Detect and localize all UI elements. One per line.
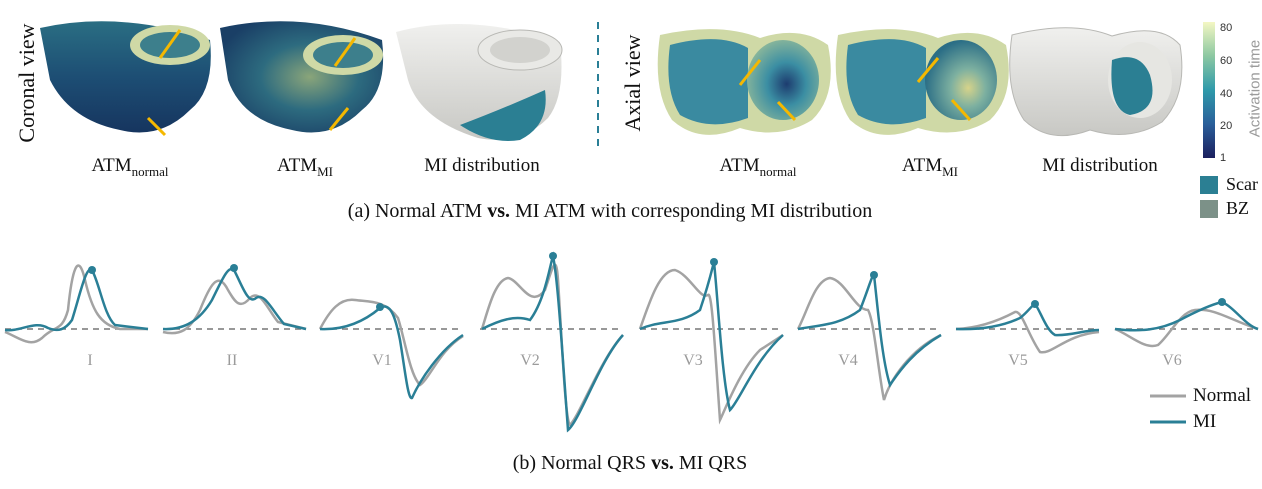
lead-I-peak <box>88 266 96 274</box>
lead-V1-mi <box>319 305 464 400</box>
lead-label-V5: V5 <box>1008 352 1028 369</box>
caption-a: (a) Normal ATM vs. MI ATM with correspon… <box>347 200 873 222</box>
lead-V1 <box>318 298 464 400</box>
lead-V4-peak <box>870 271 878 279</box>
lead-label-V4: V4 <box>838 352 858 369</box>
lead-V4 <box>796 271 942 401</box>
lead-V4-mi <box>797 273 942 388</box>
lead-V1-peak <box>376 303 384 311</box>
lead-V3 <box>638 258 784 425</box>
lead-V2-peak <box>549 252 557 260</box>
label-coronal-mi-distribution: MI distribution <box>424 155 540 176</box>
caption-b: (b) Normal QRS vs. MI QRS <box>512 452 748 474</box>
lead-V2-mi <box>481 251 624 433</box>
lead-V3-normal <box>638 268 784 425</box>
colorbar-title: Activation time <box>1246 39 1262 138</box>
heart-renderings <box>40 21 1215 158</box>
lead-V3-mi <box>639 261 784 413</box>
axial-view-label: Axial view <box>620 34 645 132</box>
scar-swatch <box>1200 175 1218 194</box>
coronal-mi-distribution-heart <box>396 24 563 141</box>
lead-label-V3: V3 <box>683 352 703 369</box>
colorbar <box>1203 22 1215 158</box>
lead-II <box>162 264 307 335</box>
lead-I-normal <box>4 264 148 344</box>
lead-V5-peak <box>1031 300 1039 308</box>
coronal-atm-normal-heart <box>40 21 211 137</box>
axial-atm-normal-heart <box>657 29 831 135</box>
lead-II-peak <box>230 264 238 272</box>
lead-V3-peak <box>710 258 718 266</box>
legend-mi-label: MI <box>1193 411 1217 432</box>
colorbar-tick: 1 <box>1220 152 1227 164</box>
lead-V4-normal <box>796 276 942 401</box>
colorbar-tick: 60 <box>1220 55 1233 67</box>
coronal-atm-mi-heart <box>220 21 384 133</box>
lead-label-V1: V1 <box>372 352 392 369</box>
lead-label-V2: V2 <box>520 352 540 369</box>
lead-V6-peak <box>1218 298 1226 306</box>
colorbar-tick: 40 <box>1220 88 1233 100</box>
label-coronal-atm-normal: ATMnormal <box>91 155 169 179</box>
axial-atm-mi-heart <box>835 29 1009 135</box>
colorbar-tick: 20 <box>1220 120 1233 132</box>
lead-label-I: I <box>87 352 93 369</box>
lead-I <box>4 264 149 344</box>
lead-V2 <box>480 251 624 433</box>
qrs-plots <box>4 251 1259 433</box>
label-axial-mi-distribution: MI distribution <box>1042 155 1158 176</box>
axial-mi-distribution-heart <box>1009 27 1183 137</box>
lead-V5 <box>955 300 1100 354</box>
label-axial-atm-mi: ATMMI <box>901 155 958 179</box>
lead-label-V6: V6 <box>1162 352 1182 369</box>
legend-normal-label: Normal <box>1193 385 1252 406</box>
lead-V5-normal <box>955 310 1100 354</box>
label-coronal-atm-mi: ATMMI <box>276 155 333 179</box>
lead-V6-mi <box>1114 300 1259 332</box>
lead-V6 <box>1114 298 1259 348</box>
lead-V2-normal <box>480 263 624 427</box>
label-axial-atm-normal: ATMnormal <box>719 155 797 179</box>
lead-label-II: II <box>226 352 238 369</box>
bz-swatch <box>1200 199 1218 218</box>
lead-V1-normal <box>318 298 464 387</box>
lead-I-mi <box>4 268 149 332</box>
colorbar-tick: 80 <box>1220 22 1233 34</box>
legend-scar: Scar <box>1200 174 1258 195</box>
legend-bz: BZ <box>1200 198 1249 219</box>
